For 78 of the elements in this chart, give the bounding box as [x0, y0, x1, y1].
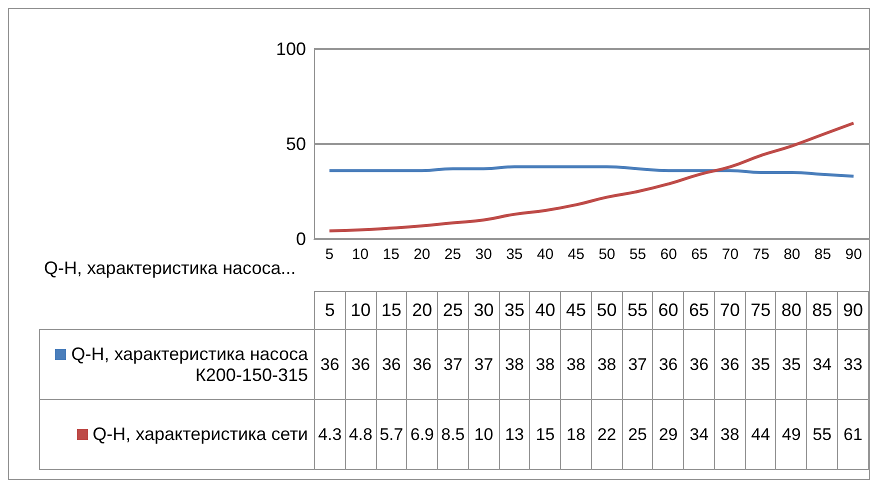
data-label: 61 [838, 400, 868, 470]
x-tick-label: 35 [506, 246, 523, 263]
x-tick-label: 40 [536, 246, 554, 263]
data-label: 8.5 [438, 400, 468, 470]
data-label: 10 [468, 400, 500, 470]
data-label: 34 [684, 400, 714, 470]
data-label: 36 [314, 330, 346, 400]
category-label: 5 [324, 300, 335, 320]
data-label: 36 [406, 330, 438, 400]
data-label: 36 [652, 330, 684, 400]
x-tick-label: 50 [598, 246, 616, 263]
x-tick-label: 20 [414, 246, 430, 263]
data-label: 13 [499, 400, 530, 470]
data-label: 38 [560, 330, 592, 400]
x-tick-label: 70 [722, 246, 739, 263]
x-tick-label: 55 [629, 246, 646, 263]
x-tick-label: 90 [845, 246, 862, 263]
data-label: 33 [838, 330, 868, 400]
category-label: 70 [720, 300, 740, 320]
data-label: 55 [806, 400, 838, 470]
data-label: 5.7 [376, 400, 407, 470]
category-label: 85 [812, 300, 832, 320]
y-tick-label: 50 [286, 134, 306, 154]
data-label: 38 [499, 330, 530, 400]
data-label: 36 [345, 330, 376, 400]
data-label: 36 [684, 330, 714, 400]
data-label: 35 [776, 330, 807, 400]
data-label: 36 [376, 330, 407, 400]
category-label: 30 [474, 300, 494, 320]
category-label: 50 [596, 300, 617, 320]
category-label: 10 [350, 300, 371, 320]
data-label: 35 [745, 330, 776, 400]
legend-label: Q-H, характеристика насоса К200-150-315 [40, 330, 314, 400]
x-tick-label: 25 [444, 246, 462, 263]
category-label: 15 [381, 300, 402, 320]
category-label: 65 [689, 300, 710, 320]
category-label: 75 [750, 300, 771, 320]
y-tick-label: 0 [296, 229, 306, 249]
category-label: 25 [442, 300, 463, 320]
x-tick-label: 5 [325, 246, 334, 263]
category-label: 45 [566, 300, 586, 320]
x-tick-label: 65 [691, 246, 708, 263]
legend-label: Q-H, характеристика сети [40, 400, 314, 470]
category-label: 20 [412, 300, 432, 320]
x-tick-label: 45 [568, 246, 584, 263]
data-label: 38 [714, 400, 746, 470]
data-label: 29 [652, 400, 684, 470]
category-label: 60 [658, 300, 678, 320]
data-label: 37 [468, 330, 500, 400]
x-tick-label: 80 [784, 246, 800, 263]
x-tick-label: 30 [475, 246, 492, 263]
data-label: 15 [530, 400, 561, 470]
text: Q-H, характеристика насоса... [44, 258, 296, 278]
data-label: 25 [622, 400, 653, 470]
x-tick-label: 15 [382, 246, 400, 263]
category-label: 80 [781, 300, 802, 320]
data-label: 34 [806, 330, 838, 400]
data-label: 49 [776, 400, 807, 470]
x-tick-label: 75 [752, 246, 770, 263]
category-label: 35 [504, 300, 524, 320]
x-tick-label: 85 [814, 246, 832, 263]
data-label: 44 [745, 400, 776, 470]
data-label: 37 [622, 330, 653, 400]
category-label: 90 [842, 300, 864, 320]
category-label: 55 [628, 300, 648, 320]
data-label: 37 [438, 330, 468, 400]
data-label: 4.8 [345, 400, 376, 470]
data-label: 38 [530, 330, 561, 400]
data-label: 38 [591, 330, 622, 400]
data-label: 36 [714, 330, 746, 400]
data-label: 4.3 [314, 400, 346, 470]
x-tick-label: 60 [660, 246, 677, 263]
data-label: 18 [560, 400, 592, 470]
data-label: 6.9 [406, 400, 438, 470]
category-label: 40 [535, 300, 556, 320]
data-label: 22 [591, 400, 622, 470]
x-tick-label: 10 [352, 246, 369, 263]
y-tick-label: 100 [276, 39, 306, 59]
